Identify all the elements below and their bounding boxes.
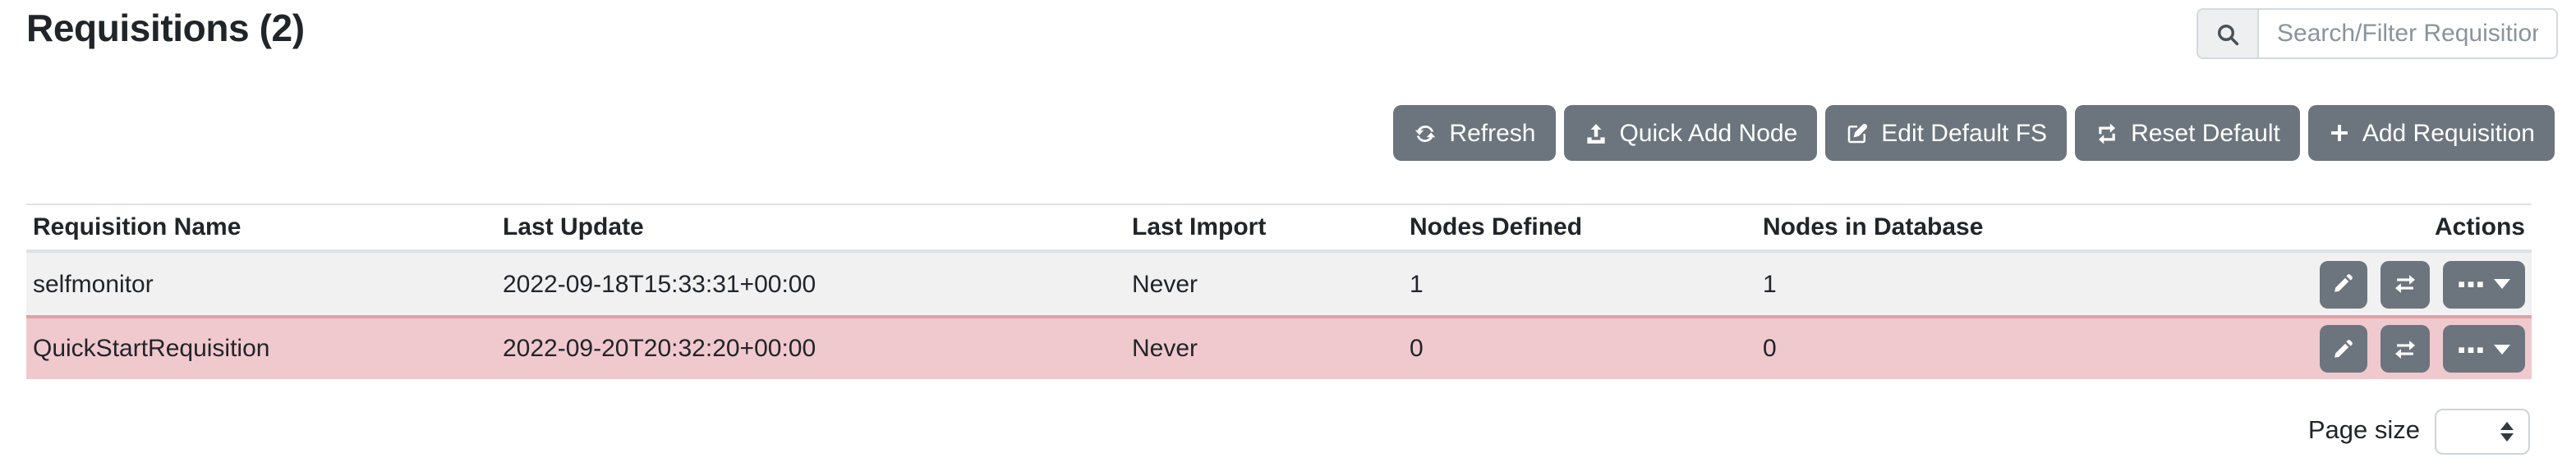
search-icon [2196,8,2257,59]
edit-requisition-button[interactable] [2319,260,2367,308]
refresh-button[interactable]: Refresh [1393,105,1556,161]
upload-icon [1586,123,1605,143]
more-actions-button[interactable] [2443,325,2525,373]
caret-down-icon [2494,344,2510,354]
toolbar: Refresh Quick Add Node Edit Default FS R… [1393,105,2555,161]
ellipsis-icon [2459,281,2483,287]
page-title: Requisitions (2) [26,7,305,49]
add-requisition-label: Add Requisition [2362,119,2535,147]
page-size-select[interactable] [2435,409,2530,455]
last-update-cell: 2022-09-18T15:33:31+00:00 [503,270,816,298]
nodes-in-database-cell: 0 [1756,315,2218,379]
synchronize-requisition-button[interactable] [2380,260,2430,308]
edit-default-fs-label: Edit Default FS [1881,119,2048,147]
requisitions-table: Requisition Name Last Update Last Import… [26,204,2532,379]
ellipsis-icon [2459,346,2483,352]
reset-default-button[interactable]: Reset Default [2075,105,2300,161]
col-header-last-import: Last Import [1125,204,1403,253]
actions-cell [2218,315,2532,379]
col-header-last-update: Last Update [496,204,1125,253]
quick-add-node-label: Quick Add Node [1619,119,1798,147]
select-updown-icon [2500,422,2514,442]
add-requisition-button[interactable]: Add Requisition [2307,105,2555,161]
synchronize-requisition-button[interactable] [2380,325,2430,373]
col-header-nodes-defined: Nodes Defined [1403,204,1756,253]
edit-requisition-button[interactable] [2319,325,2367,373]
nodes-defined-cell: 0 [1403,315,1756,379]
requisition-name-cell: QuickStartRequisition [26,315,496,379]
nodes-defined-cell: 1 [1410,270,1424,298]
caret-down-icon [2494,279,2510,289]
last-update-cell: 2022-09-20T20:32:20+00:00 [496,315,1125,379]
plus-icon [2330,125,2348,141]
page-size-control: Page size [2308,409,2530,455]
search-group [2196,8,2558,59]
refresh-label: Refresh [1449,119,1536,147]
nodes-in-database-cell: 1 [1763,270,1777,298]
reset-default-label: Reset Default [2131,119,2280,147]
pencil-icon [2334,274,2353,292]
col-header-actions: Actions [2218,204,2532,253]
edit-icon [1848,122,1868,143]
refresh-icon [1415,124,1436,142]
reset-icon [2099,122,2116,144]
col-header-nodes-in-database: Nodes in Database [1756,204,2218,253]
edit-default-fs-button[interactable]: Edit Default FS [1825,105,2068,161]
pencil-icon [2334,339,2353,357]
page-size-label: Page size [2307,417,2420,445]
exchange-icon [2394,275,2415,293]
exchange-icon [2394,340,2415,358]
last-import-cell: Never [1132,270,1198,298]
table-header-row: Requisition Name Last Update Last Import… [26,204,2532,253]
requisition-name-cell: selfmonitor [33,270,154,298]
table-row: QuickStartRequisition 2022-09-20T20:32:2… [26,315,2532,379]
search-input[interactable] [2257,8,2558,59]
col-header-requisition-name: Requisition Name [26,204,496,253]
table-row: selfmonitor 2022-09-18T15:33:31+00:00 Ne… [26,251,2532,317]
quick-add-node-button[interactable]: Quick Add Node [1563,105,1818,161]
more-actions-button[interactable] [2443,260,2525,308]
last-import-cell: Never [1125,315,1403,379]
actions-cell [2218,251,2532,317]
